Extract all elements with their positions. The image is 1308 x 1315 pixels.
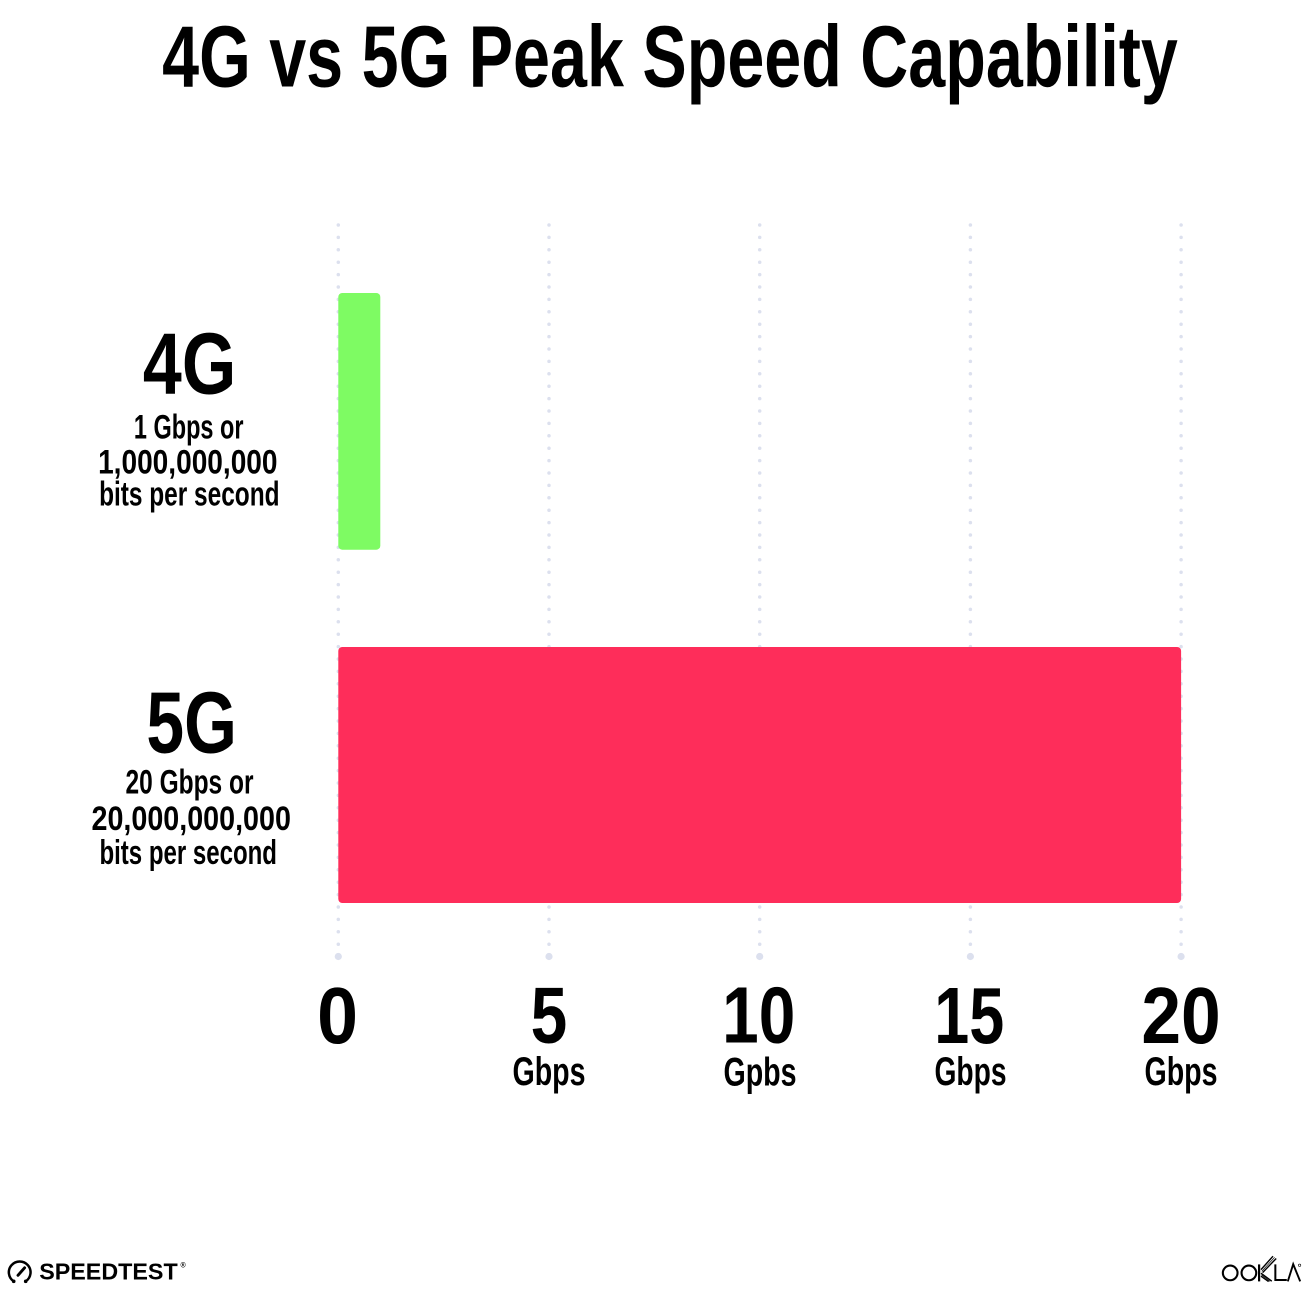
svg-text:20,000,000,000: 20,000,000,000 — [91, 798, 290, 837]
svg-text:4G vs 5G Peak Speed Capability: 4G vs 5G Peak Speed Capability — [162, 9, 1178, 106]
svg-text:1,000,000,000: 1,000,000,000 — [98, 443, 277, 481]
svg-text:Gpbs: Gpbs — [723, 1051, 796, 1095]
svg-text:5G: 5G — [146, 673, 236, 771]
svg-text:Gbps: Gbps — [512, 1051, 585, 1095]
svg-text:20: 20 — [1141, 971, 1220, 1061]
svg-text:10: 10 — [722, 970, 795, 1060]
svg-text:bits per second: bits per second — [99, 476, 279, 514]
svg-text:4G: 4G — [143, 315, 236, 412]
svg-text:15: 15 — [934, 972, 1004, 1061]
svg-text:Gbps: Gbps — [1144, 1051, 1217, 1095]
svg-text:5: 5 — [531, 971, 568, 1061]
svg-text:bits per second: bits per second — [99, 834, 277, 872]
svg-text:20 Gbps or: 20 Gbps or — [126, 763, 254, 801]
svg-text:SPEEDTEST: SPEEDTEST — [39, 1258, 178, 1284]
svg-text:®: ® — [181, 1262, 187, 1270]
svg-text:1 Gbps or: 1 Gbps or — [134, 408, 244, 447]
svg-text:Gbps: Gbps — [934, 1051, 1006, 1095]
svg-text:0: 0 — [317, 971, 358, 1061]
